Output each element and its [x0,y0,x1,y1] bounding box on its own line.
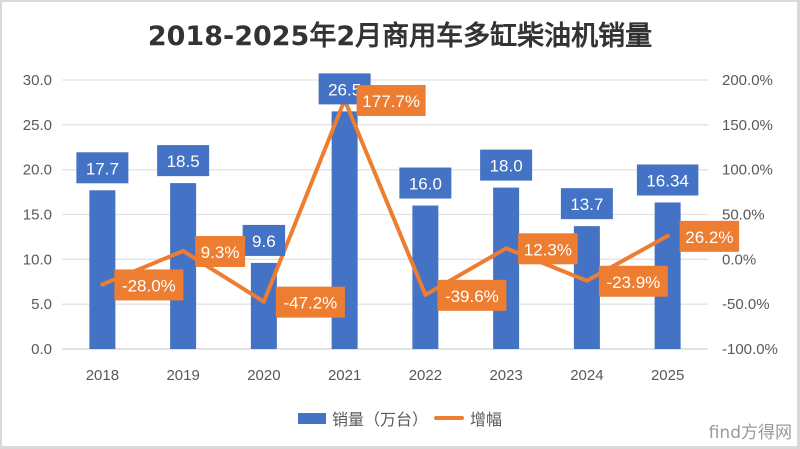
line-label-box [679,220,740,252]
line-label-box [275,286,345,318]
bar-data-label: 9.6 [252,232,276,251]
x-tick-label: 2018 [86,367,119,384]
y-axis-left: 0.0 5.0 10.0 15.0 20.0 25.0 30.0 [23,72,52,358]
legend-label-growth: 增幅 [470,410,503,429]
y-right-tick-label: 0.0% [722,251,756,268]
x-tick-label: 2023 [489,367,522,384]
line-data-label: 12.3% [524,240,572,259]
y-axis-right: -100.0% -50.0% 0.0% 50.0% 100.0% 150.0% 200.0% [722,72,778,358]
growth-point-2019 [181,248,186,253]
line-data-label: 177.7% [362,92,420,111]
x-tick-label: 2020 [247,367,280,384]
x-tick-label: 2019 [166,367,199,384]
line-data-label: -28.0% [122,276,176,295]
bar-data-label: 18.0 [490,157,523,176]
bar-2018 [89,190,116,349]
legend-item-growth[interactable]: 增幅 [434,406,502,430]
bar-label-box [560,188,613,220]
y-right-tick-label: 100.0% [722,162,773,179]
bar-label-box [76,152,129,184]
y-right-tick-label: 150.0% [722,117,773,134]
bar-data-labels: 17.7 18.5 9.6 26.5 16.0 18.0 13.7 16.34 [76,73,699,256]
line-data-label: 26.2% [685,228,733,247]
y-left-tick-label: 0.0 [31,341,52,358]
y-left-tick-label: 30.0 [23,72,52,89]
x-axis: 2018 2019 2020 2021 2022 2023 2024 2025 [86,367,685,384]
x-tick-label: 2025 [651,367,684,384]
x-tick-label: 2024 [570,367,603,384]
bar-label-box [480,149,533,181]
legend-bar-swatch-icon [297,412,326,424]
growth-point-2020 [261,299,266,304]
line-data-label: -47.2% [283,294,337,313]
line-label-box [114,269,184,301]
x-tick-label: 2022 [409,367,442,384]
line-label-box [518,233,578,265]
y-right-tick-label: 50.0% [722,207,765,224]
watermark-logo: find方得网 [708,423,792,443]
bar-2023 [493,187,520,349]
y-left-tick-label: 25.0 [23,117,52,134]
bar-label-box [636,164,699,196]
bar-2024 [573,226,600,349]
growth-point-2023 [504,246,509,251]
y-right-tick-label: -50.0% [722,296,770,313]
bar-2019 [170,183,197,349]
legend: 销量（万台） 增幅 [0,406,800,430]
line-label-box [195,235,246,267]
bar-data-label: 13.7 [570,195,603,214]
growth-point-2022 [423,292,428,297]
bar-data-label: 26.5 [328,80,361,99]
line-label-box [437,279,507,311]
line-data-label: -23.9% [606,273,660,292]
bar-data-label: 16.0 [409,175,442,194]
line-data-label: 9.3% [201,243,240,262]
line-data-labels: -28.0% 9.3% -47.2% 177.7% -39.6% 12.3% -23.9% 2… [114,84,740,318]
y-right-tick-label: -100.0% [722,341,778,358]
legend-item-sales[interactable]: 销量（万台） [297,406,428,430]
bar-data-label: 18.5 [167,152,200,171]
y-left-tick-label: 20.0 [23,162,52,179]
y-left-tick-label: 5.0 [31,296,52,313]
line-label-box [598,265,668,297]
bar-label-box [399,167,452,199]
legend-line-swatch-icon [434,416,464,420]
line-data-label: -39.6% [445,287,499,306]
line-label-box [356,84,426,116]
x-tick-label: 2021 [328,367,361,384]
bar-data-label: 16.34 [646,171,689,190]
y-left-tick-label: 15.0 [23,207,52,224]
growth-point-2024 [584,278,589,283]
bar-label-box [157,145,210,177]
growth-point-2025 [665,233,670,238]
y-left-tick-label: 10.0 [23,251,52,268]
bar-data-label: 17.7 [86,159,119,178]
growth-point-2018 [100,282,105,287]
legend-label-sales: 销量（万台） [331,410,428,429]
bar-label-box [242,224,286,256]
chart-title: 2018-2025年2月商用车多缸柴油机销量 [147,21,653,52]
y-right-tick-label: 200.0% [722,72,773,89]
